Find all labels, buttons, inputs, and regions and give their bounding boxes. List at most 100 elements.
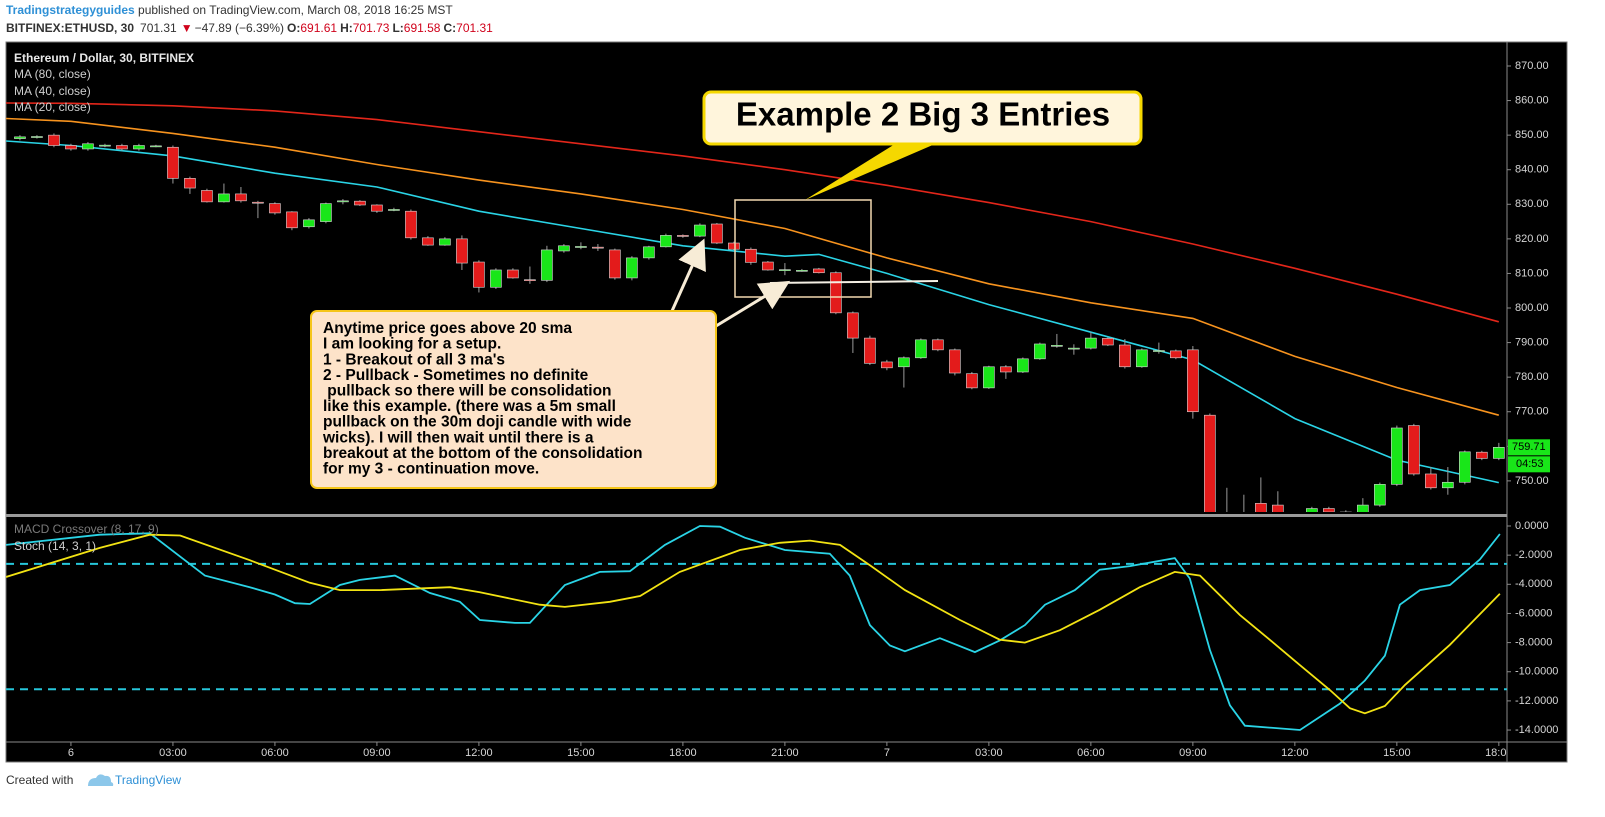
y-tick-label: 840.00 (1515, 164, 1549, 176)
ohlc-label: C: (443, 21, 456, 35)
candle-body (269, 203, 281, 214)
candle-body (320, 203, 332, 222)
candle-body (405, 210, 417, 239)
note-line: for my 3 - continuation move. (323, 460, 539, 477)
x-tick-label: 09:00 (1179, 747, 1207, 759)
y-tick-label: 850.00 (1515, 129, 1549, 141)
header-line-2: BITFINEX:ETHUSD, 30 701.31 ▼ −47.89 (−6.39%… (6, 21, 493, 35)
candle-body (541, 249, 553, 281)
ma-legend: MA (80, close) (14, 67, 91, 81)
candle-body (1085, 337, 1097, 349)
candle-body (1000, 366, 1012, 373)
arrow (670, 238, 706, 312)
candle-body (796, 270, 808, 272)
candle-body (1408, 425, 1420, 475)
x-tick-label: 12:00 (1281, 747, 1309, 759)
ohlc-value: 691.61 (300, 21, 337, 35)
y-tick-label: -4.0000 (1515, 578, 1552, 590)
x-tick-label: 18:00 (1485, 747, 1513, 759)
indicator-line (6, 525, 1501, 731)
candle-body (711, 223, 723, 244)
time-axis: 6 03:00 06:00 09:00 12:00 15:00 18:00 21:00 7 03:… (68, 742, 1513, 759)
note-line: I am looking for a setup. (323, 336, 501, 353)
candle-body (915, 339, 927, 359)
candle-body (1323, 508, 1335, 512)
candle-body (983, 366, 995, 389)
candle-body (1357, 504, 1369, 512)
candle-body (1306, 508, 1318, 512)
candle-body (456, 238, 468, 264)
price: 701.31 (140, 21, 177, 35)
candle-body (1374, 484, 1386, 506)
header-line-1: Tradingstrategyguides published on Tradi… (6, 3, 453, 17)
note-line: wicks). I will then wait until there is … (322, 429, 594, 446)
last-price-label: 759.71 (1512, 441, 1546, 453)
candle-body (354, 200, 366, 206)
indicator-line (6, 533, 1501, 715)
candle-body (507, 269, 519, 279)
candle-body (524, 279, 536, 281)
y-tick-label: -8.0000 (1515, 637, 1552, 649)
candle-body (1136, 349, 1148, 368)
candle-body (609, 249, 621, 279)
candle-body (133, 145, 145, 150)
candle-body (966, 373, 978, 389)
x-tick-label: 21:00 (771, 747, 799, 759)
candle-body (439, 238, 451, 246)
indicator-line (6, 102, 1500, 323)
candle-body (31, 136, 43, 138)
candle-body (1170, 350, 1182, 359)
candle-body (14, 136, 26, 139)
note-line: breakout at the bottom of the consolidat… (323, 445, 642, 462)
note-line: Anytime price goes above 20 sma (323, 320, 572, 337)
countdown-box (1508, 456, 1550, 473)
x-tick-label: 09:00 (363, 747, 391, 759)
candle-body (677, 235, 689, 237)
axes: 750.00760.00770.00780.00790.00800.00810.… (1507, 60, 1558, 736)
candle-body (1493, 447, 1505, 459)
candle-body (65, 145, 77, 150)
x-tick-label: 7 (884, 747, 890, 759)
last-price-box (1508, 439, 1550, 456)
x-tick-label: 15:00 (567, 747, 595, 759)
footer-text: Created with (6, 773, 73, 787)
candle-body (932, 339, 944, 351)
candle-body (1153, 350, 1165, 352)
candle-body (643, 246, 655, 259)
callout-text: Example 2 Big 3 Entries (736, 96, 1110, 133)
countdown-label: 04:53 (1516, 458, 1544, 470)
x-tick-label: 03:00 (975, 747, 1003, 759)
candle-body (745, 248, 757, 263)
candle-body (1442, 481, 1454, 489)
candle-body (388, 209, 400, 211)
footer-brand[interactable]: TradingView (115, 773, 181, 787)
ohlc-label: O: (287, 21, 300, 35)
candle-body (167, 146, 179, 179)
candle-body (1102, 338, 1114, 346)
candle-body (303, 219, 315, 228)
candle-body (660, 235, 672, 248)
indicator-pane (6, 525, 1507, 731)
candle-body (626, 257, 638, 279)
x-tick-label: 12:00 (465, 747, 493, 759)
x-tick-label: 03:00 (159, 747, 187, 759)
note-line: 2 - Pullback - Sometimes no definite (323, 367, 589, 384)
candle-body (575, 246, 587, 248)
candle-body (762, 261, 774, 271)
author[interactable]: Tradingstrategyguides (6, 3, 135, 17)
candle-body (779, 269, 791, 271)
y-tick-label: 750.00 (1515, 475, 1549, 487)
chart-background (5, 41, 1568, 763)
candle-body (1272, 504, 1284, 512)
y-tick-label: -6.0000 (1515, 607, 1552, 619)
candle-body (1391, 427, 1403, 485)
candle-body (1119, 344, 1131, 368)
note-line: pullback so there will be consolidation (323, 382, 612, 399)
published: published on TradingView.com, March 08, … (135, 3, 454, 17)
candle-body (201, 190, 213, 203)
x-tick-label: 6 (68, 747, 74, 759)
candle-body (1051, 345, 1063, 347)
candle-body (949, 349, 961, 374)
candle-body (1187, 349, 1199, 413)
